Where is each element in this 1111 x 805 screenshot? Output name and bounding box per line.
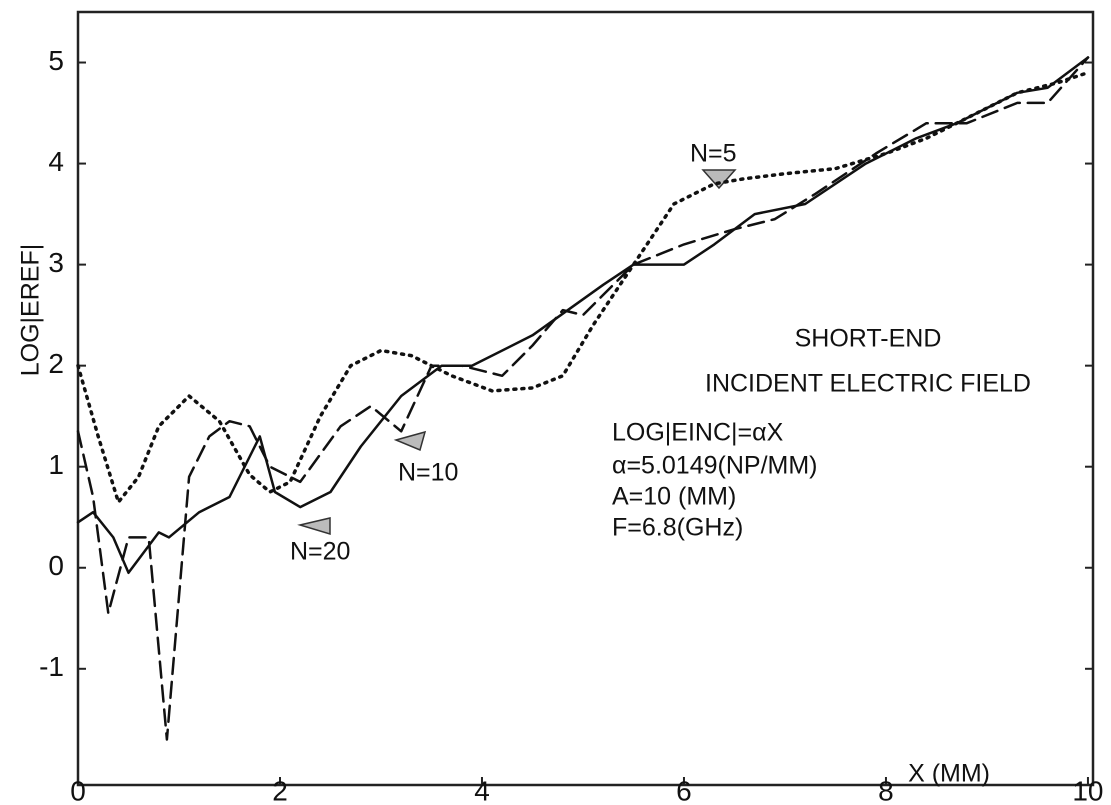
x-tick-label: 0 [70, 775, 86, 805]
annotation: N=10 [398, 459, 458, 487]
annotation: LOG|EINC|=αX [612, 419, 784, 447]
series-line [76, 56, 1090, 575]
plot-frame [76, 10, 1095, 787]
x-tick-label: 6 [676, 775, 692, 805]
arrow [393, 430, 427, 452]
series-line [76, 56, 1090, 741]
x-tick-label: 10 [1072, 775, 1103, 805]
annotation: N=20 [290, 538, 350, 566]
x-tick-label: 4 [474, 775, 490, 805]
y-axis-label: LOG|EREF| [17, 244, 45, 376]
annotation: SHORT-END [795, 325, 942, 353]
y-tick-label: 4 [48, 146, 64, 177]
y-tick-label: 3 [48, 247, 64, 278]
annotation: α=5.0149(NP/MM) [612, 452, 818, 480]
y-tick-label: 0 [48, 550, 64, 581]
annotation: INCIDENT ELECTRIC FIELD [705, 370, 1031, 398]
y-tick-label: 2 [48, 348, 64, 379]
series-line [76, 70, 1090, 504]
x-tick-label: 8 [878, 775, 894, 805]
y-tick-label: 5 [48, 45, 64, 76]
annotation: F=6.8(GHz) [612, 514, 743, 542]
annotation: A=10 (MM) [612, 483, 736, 511]
arrows [297, 169, 737, 536]
annotation: N=5 [690, 140, 737, 168]
y-tick-label: 1 [48, 449, 64, 480]
y-tick-label: -1 [39, 651, 64, 682]
arrow [701, 169, 737, 190]
x-axis-label: X (MM) [908, 760, 990, 788]
arrow [297, 517, 331, 536]
x-tick-label: 2 [272, 775, 288, 805]
